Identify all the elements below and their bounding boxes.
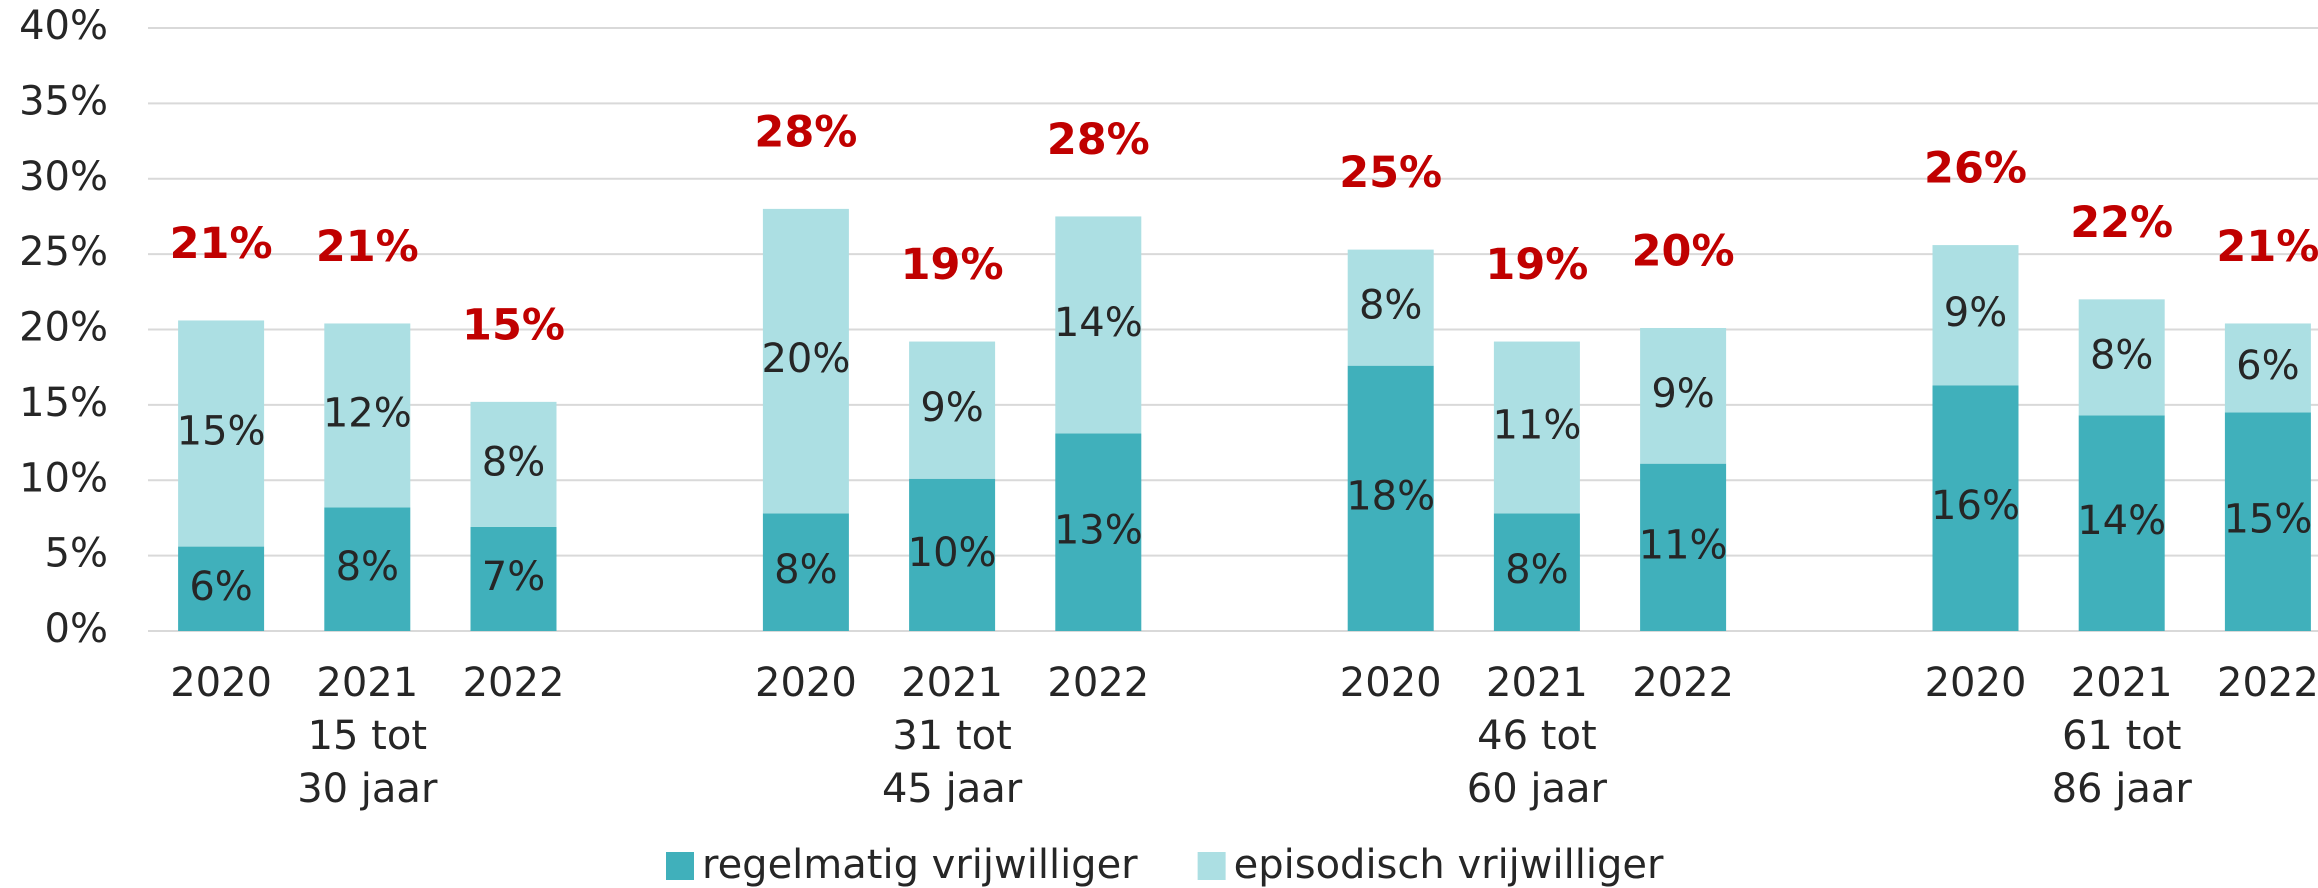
x-tick-label: 2020 xyxy=(170,660,272,706)
legend-swatch xyxy=(1197,852,1226,880)
bar-segment xyxy=(178,546,265,631)
total-label: 21% xyxy=(170,219,273,269)
total-label: 22% xyxy=(2070,198,2173,248)
bar-segment xyxy=(1640,463,1727,631)
group-label: 86 jaar xyxy=(2052,766,2193,812)
total-label: 20% xyxy=(1632,226,1735,276)
x-tick-label: 2021 xyxy=(2071,660,2173,706)
y-tick-label: 0% xyxy=(45,606,108,652)
value-label: 15% xyxy=(177,409,266,455)
value-label: 6% xyxy=(189,564,252,610)
y-tick-label: 35% xyxy=(19,78,108,124)
y-tick-label: 20% xyxy=(19,305,108,351)
bar-segment xyxy=(178,320,265,547)
x-tick-label: 2021 xyxy=(901,660,1003,706)
group-label: 45 jaar xyxy=(882,766,1023,812)
y-tick-label: 5% xyxy=(45,531,108,577)
legend-label: episodisch vrijwilliger xyxy=(1234,842,1664,888)
value-label: 8% xyxy=(336,544,399,590)
value-label: 8% xyxy=(482,439,545,485)
x-tick-label: 2021 xyxy=(1486,660,1588,706)
bar-segment xyxy=(2224,412,2311,631)
value-label: 14% xyxy=(2077,498,2166,544)
legend-swatch xyxy=(666,852,694,880)
bar-segment xyxy=(762,208,849,514)
group-label: 46 tot xyxy=(1477,713,1596,759)
value-label: 9% xyxy=(1944,290,2007,336)
bar-segment xyxy=(1493,513,1580,631)
bar-segment xyxy=(2224,323,2311,413)
group-label: 61 tot xyxy=(2062,713,2181,759)
value-label: 8% xyxy=(1359,283,1422,329)
x-tick-label: 2022 xyxy=(1047,660,1149,706)
value-label: 12% xyxy=(323,390,412,436)
bar-segment xyxy=(1055,433,1142,631)
bar-segment xyxy=(1640,327,1727,464)
value-label: 18% xyxy=(1346,473,1435,519)
value-label: 8% xyxy=(2090,332,2153,378)
legend-label: regelmatig vrijwilliger xyxy=(702,842,1138,888)
y-tick-label: 30% xyxy=(19,154,108,200)
group-label: 60 jaar xyxy=(1467,766,1608,812)
bar-segment xyxy=(324,507,411,631)
bar-segment xyxy=(470,401,557,527)
total-label: 21% xyxy=(316,222,419,272)
bar-segment xyxy=(1932,245,2019,386)
x-tick-label: 2022 xyxy=(1632,660,1734,706)
total-label: 15% xyxy=(462,300,565,350)
bar-segment xyxy=(470,526,557,631)
value-label: 16% xyxy=(1931,483,2020,529)
x-tick-label: 2022 xyxy=(2217,660,2318,706)
value-label: 15% xyxy=(2223,497,2312,543)
value-label: 8% xyxy=(1505,547,1568,593)
bar-segment xyxy=(1055,216,1142,434)
bar-segment xyxy=(1347,249,1434,366)
value-label: 11% xyxy=(1492,402,1581,448)
x-tick-label: 2020 xyxy=(1925,660,2027,706)
total-label: 26% xyxy=(1924,144,2027,194)
y-tick-label: 15% xyxy=(19,380,108,426)
bar-segment xyxy=(2078,299,2165,416)
total-label: 28% xyxy=(1047,115,1150,165)
bar-segment xyxy=(1932,385,2019,631)
y-tick-label: 40% xyxy=(19,3,108,49)
y-tick-label: 10% xyxy=(19,455,108,501)
total-label: 19% xyxy=(1485,240,1588,290)
x-tick-label: 2020 xyxy=(1340,660,1442,706)
bar-segment xyxy=(1493,341,1580,514)
x-tick-label: 2021 xyxy=(316,660,418,706)
group-label: 31 tot xyxy=(892,713,1011,759)
bar-segment xyxy=(909,341,996,479)
value-label: 9% xyxy=(920,385,983,431)
total-label: 25% xyxy=(1339,148,1442,198)
total-label: 21% xyxy=(2216,222,2318,272)
x-tick-label: 2022 xyxy=(463,660,565,706)
value-label: 8% xyxy=(774,547,837,593)
bar-segment xyxy=(909,478,996,631)
group-label: 30 jaar xyxy=(297,766,438,812)
value-label: 6% xyxy=(2236,343,2299,389)
bar-segment xyxy=(324,323,411,508)
value-label: 10% xyxy=(908,530,997,576)
value-label: 11% xyxy=(1639,522,1728,568)
total-label: 28% xyxy=(754,107,857,157)
x-tick-label: 2020 xyxy=(755,660,857,706)
bar-segment xyxy=(1347,365,1434,631)
value-label: 14% xyxy=(1054,300,1143,346)
group-label: 15 tot xyxy=(308,713,427,759)
bar-segment xyxy=(2078,415,2165,631)
value-label: 9% xyxy=(1651,371,1714,417)
total-label: 19% xyxy=(901,240,1004,290)
y-tick-label: 25% xyxy=(19,229,108,275)
bar-segment xyxy=(762,513,849,631)
value-label: 7% xyxy=(482,554,545,600)
value-label: 13% xyxy=(1054,507,1143,553)
value-label: 20% xyxy=(761,336,850,382)
